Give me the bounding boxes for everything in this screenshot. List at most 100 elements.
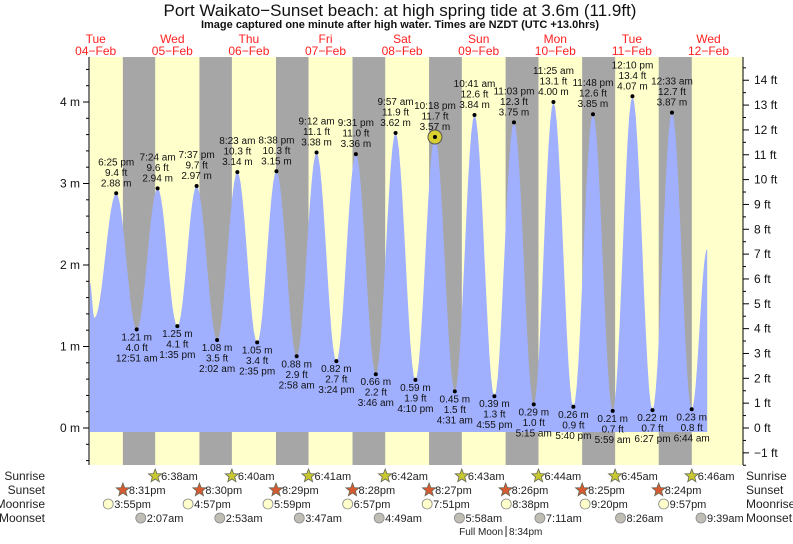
sunset-icon xyxy=(651,481,667,497)
tide-label-ft: 4.0 ft xyxy=(126,343,148,354)
tide-dot xyxy=(334,359,339,364)
tide-dot xyxy=(373,372,378,377)
moonset-event: 9:39am xyxy=(695,512,744,525)
sunrise-icon xyxy=(530,467,547,483)
tide-label-m: 3.15 m xyxy=(261,156,292,167)
tide-label-ft: 12.6 ft xyxy=(579,89,607,100)
right-tick-label: 11 ft xyxy=(754,148,777,162)
sunset-event: 8:26pm xyxy=(497,481,549,497)
tide-dot xyxy=(215,337,220,342)
tide-dot xyxy=(511,120,516,125)
moonrise-icon xyxy=(182,498,194,510)
low-tide-point: 0.22 m0.7 ft6:27 pm xyxy=(634,408,671,445)
moonset-icon xyxy=(293,512,305,524)
tide-label-ft: 9.4 ft xyxy=(105,168,127,179)
sunset-time: 8:27pm xyxy=(435,485,472,497)
tide-label-m: 0.88 m xyxy=(281,359,312,370)
tide-label-ft: 9.6 ft xyxy=(146,163,168,174)
tide-label-ft: 0.8 ft xyxy=(681,423,703,434)
tide-label-m: 2.88 m xyxy=(101,178,132,189)
tide-label-ft: 3.5 ft xyxy=(206,353,228,364)
moonset-icon xyxy=(695,512,707,524)
high-tide-point: 7:37 pm9.7 ft2.97 m xyxy=(179,150,215,188)
sunset-time: 8:24pm xyxy=(665,485,702,497)
tide-label-ft: 2.7 ft xyxy=(325,375,347,386)
tide-label-m: 0.66 m xyxy=(361,377,392,388)
sunrise-time: 6:41am xyxy=(315,471,352,483)
sunrise-event: 6:42am xyxy=(377,467,428,483)
moonset-time: 2:07am xyxy=(147,513,184,525)
tide-label-ft: 10.3 ft xyxy=(263,146,291,157)
sunset-time: 8:25pm xyxy=(588,485,625,497)
tide-label-ft: 12.7 ft xyxy=(658,87,686,98)
tide-label-time: 2:58 am xyxy=(279,380,315,391)
tide-label-ft: 2.9 ft xyxy=(286,370,308,381)
tide-label-ft: 11.1 ft xyxy=(303,127,330,138)
moonset-icon xyxy=(454,512,465,524)
sunset-time: 8:26pm xyxy=(512,485,549,497)
tide-label-ft: 1.5 ft xyxy=(444,405,466,416)
sunrise-icon xyxy=(224,467,240,483)
tide-label-time: 12:51 am xyxy=(116,353,158,364)
tide-dot xyxy=(492,394,497,399)
day-name: Tue xyxy=(86,32,107,46)
right-tick-label: 9 ft xyxy=(754,197,771,211)
tide-dot xyxy=(689,407,694,412)
tide-label-m: 3.36 m xyxy=(341,139,372,150)
moonset-row-label-right: Moonset xyxy=(746,511,793,525)
moonrise-event: 9:57pm xyxy=(658,498,706,511)
day-name: Tue xyxy=(622,32,643,46)
tide-dot xyxy=(155,186,160,191)
sunrise-time: 6:46am xyxy=(698,471,735,483)
sunset-icon xyxy=(497,481,514,497)
tide-label-time: 11:03 pm xyxy=(493,86,534,97)
low-tide-point: 1.05 m3.4 ft2:35 pm xyxy=(239,340,275,377)
sunrise-icon xyxy=(607,467,623,483)
moonrise-time: 4:57pm xyxy=(194,499,231,511)
sunrise-time: 6:40am xyxy=(238,471,275,483)
sunset-event: 8:31pm xyxy=(115,481,166,497)
low-tide-point: 1.25 m4.1 ft1:35 pm xyxy=(159,324,195,361)
tide-label-m: 0.39 m xyxy=(479,399,510,410)
right-tick-label: 0 ft xyxy=(754,421,771,435)
tide-label-m: 3.87 m xyxy=(657,98,688,109)
sunset-icon xyxy=(574,481,590,497)
tide-label-m: 4.00 m xyxy=(538,87,569,98)
right-tick-label: 4 ft xyxy=(754,322,771,336)
sunrise-row-label: Sunrise xyxy=(4,469,45,483)
moonset-time: 7:11am xyxy=(546,513,582,525)
moonset-event: 8:26am xyxy=(615,512,663,525)
tide-label-time: 10:18 pm xyxy=(414,101,456,112)
tide-label-time: 9:57 am xyxy=(377,97,413,108)
sunrise-time: 6:38am xyxy=(161,471,198,483)
sunset-event: 8:27pm xyxy=(421,481,472,497)
right-tick-label: 2 ft xyxy=(754,371,771,385)
tide-dot xyxy=(134,327,139,332)
tide-dot xyxy=(274,169,279,174)
tide-label-m: 0.22 m xyxy=(637,413,668,424)
right-tick-label: 5 ft xyxy=(754,297,771,311)
sunrise-event: 6:38am xyxy=(147,467,198,483)
sunset-time: 8:28pm xyxy=(359,485,396,497)
moonrise-icon xyxy=(500,498,512,510)
sunrise-row-label-right: Sunrise xyxy=(746,469,787,483)
day-date: 04−Feb xyxy=(75,44,116,58)
tide-area xyxy=(89,96,708,433)
moonset-time: 9:39am xyxy=(707,513,744,525)
tide-dot xyxy=(669,110,674,115)
moonrise-icon xyxy=(658,498,670,510)
tide-label-m: 0.82 m xyxy=(321,364,352,375)
moonrise-icon xyxy=(102,498,114,510)
right-tick-label: 14 ft xyxy=(754,73,778,87)
tide-label-time: 8:23 am xyxy=(219,136,255,147)
low-tide-point: 0.66 m2.2 ft3:46 am xyxy=(358,372,394,409)
tide-label-m: 3.14 m xyxy=(222,157,253,168)
tide-label-m: 0.26 m xyxy=(558,410,589,421)
moonset-time: 5:58am xyxy=(465,513,502,525)
tide-dot xyxy=(353,152,358,157)
